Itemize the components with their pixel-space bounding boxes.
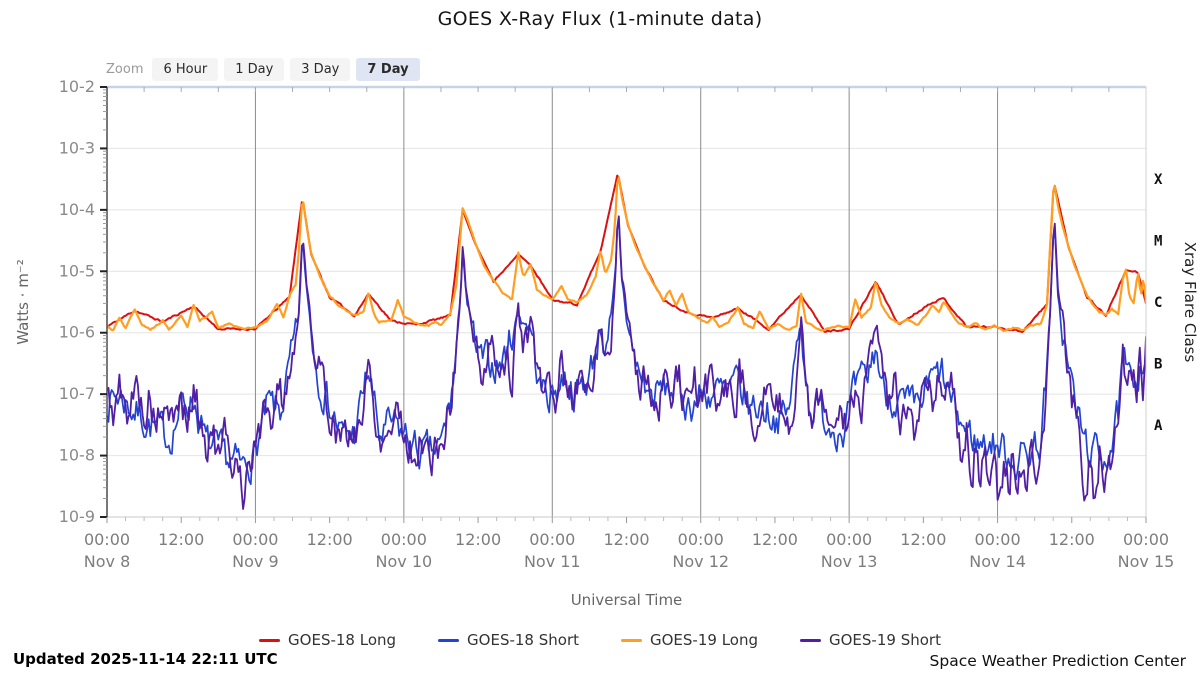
x-tick-time: 00:00 — [678, 530, 724, 549]
y-tick-label: 10-6 — [59, 323, 95, 342]
legend-label: GOES-19 Long — [650, 631, 758, 649]
legend-label: GOES-18 Long — [288, 631, 397, 649]
zoom-option-6-hour[interactable]: 6 Hour — [152, 58, 219, 81]
x-tick-time: 12:00 — [307, 530, 353, 549]
flare-class-a: A — [1154, 418, 1163, 434]
x-tick-date: Nov 12 — [672, 552, 729, 571]
x-tick-date: Nov 15 — [1118, 552, 1175, 571]
x-tick-date: Nov 9 — [232, 552, 279, 571]
x-tick-time: 00:00 — [1123, 530, 1169, 549]
legend: GOES-18 Long GOES-18 Short GOES-19 Long GOE… — [0, 631, 1200, 649]
legend-swatch — [621, 638, 642, 642]
updated-timestamp: Updated 2025-11-14 22:11 UTC — [13, 650, 278, 668]
x-tick-date: Nov 11 — [524, 552, 581, 571]
x-tick-time: 12:00 — [752, 530, 798, 549]
x-tick-time: 00:00 — [232, 530, 278, 549]
x-tick-date: Nov 13 — [821, 552, 878, 571]
x-tick-date: Nov 8 — [84, 552, 131, 571]
x-tick-time: 00:00 — [529, 530, 575, 549]
x-tick-date: Nov 10 — [376, 552, 433, 571]
series-goes-19-short[interactable] — [107, 215, 1146, 510]
legend-item-goes-18-long[interactable]: GOES-18 Long — [259, 631, 396, 649]
legend-item-goes-19-long[interactable]: GOES-19 Long — [621, 631, 758, 649]
y-axis-title: Watts · m⁻² — [14, 259, 32, 345]
x-tick-time: 00:00 — [84, 530, 130, 549]
x-tick-time: 12:00 — [158, 530, 204, 549]
y-tick-label: 10-9 — [59, 507, 95, 526]
legend-label: GOES-19 Short — [829, 631, 941, 649]
zoom-option-3-day[interactable]: 3 Day — [290, 58, 351, 81]
flare-class-m: M — [1154, 234, 1162, 250]
zoom-option-1-day[interactable]: 1 Day — [224, 58, 285, 81]
flare-class-c: C — [1154, 295, 1162, 311]
flare-class-x: X — [1154, 172, 1163, 188]
zoom-bar: Zoom 6 Hour 1 Day 3 Day 7 Day — [106, 58, 420, 81]
x-tick-time: 12:00 — [603, 530, 649, 549]
zoom-option-7-day[interactable]: 7 Day — [356, 58, 420, 81]
y-tick-label: 10-3 — [59, 138, 95, 157]
y-tick-label: 10-5 — [59, 261, 95, 280]
zoom-buttons: 6 Hour 1 Day 3 Day 7 Day — [152, 58, 420, 81]
x-axis-title: Universal Time — [571, 591, 683, 609]
x-tick-time: 00:00 — [975, 530, 1021, 549]
legend-label: GOES-18 Short — [467, 631, 579, 649]
y-tick-label: 10-7 — [59, 384, 95, 403]
x-tick-time: 12:00 — [1049, 530, 1095, 549]
x-tick-time: 00:00 — [381, 530, 427, 549]
x-tick-date: Nov 14 — [969, 552, 1026, 571]
y-tick-label: 10-8 — [59, 446, 95, 465]
series-goes-19-long[interactable] — [107, 176, 1146, 333]
series-goes-18-short[interactable] — [107, 217, 1146, 486]
y2-axis-title: Xray Flare Class — [1181, 242, 1199, 363]
source-credit: Space Weather Prediction Center — [929, 652, 1186, 670]
legend-swatch — [800, 638, 821, 642]
page-title: GOES X-Ray Flux (1-minute data) — [437, 8, 763, 30]
y-tick-label: 10-2 — [59, 77, 95, 96]
x-tick-time: 12:00 — [455, 530, 501, 549]
y-tick-label: 10-4 — [59, 200, 95, 219]
legend-item-goes-18-short[interactable]: GOES-18 Short — [438, 631, 579, 649]
x-tick-time: 00:00 — [826, 530, 872, 549]
legend-swatch — [438, 638, 460, 642]
legend-item-goes-19-short[interactable]: GOES-19 Short — [800, 631, 941, 649]
flare-class-b: B — [1154, 356, 1162, 372]
zoom-label: Zoom — [106, 62, 144, 77]
legend-swatch — [259, 638, 281, 642]
x-tick-time: 12:00 — [900, 530, 946, 549]
